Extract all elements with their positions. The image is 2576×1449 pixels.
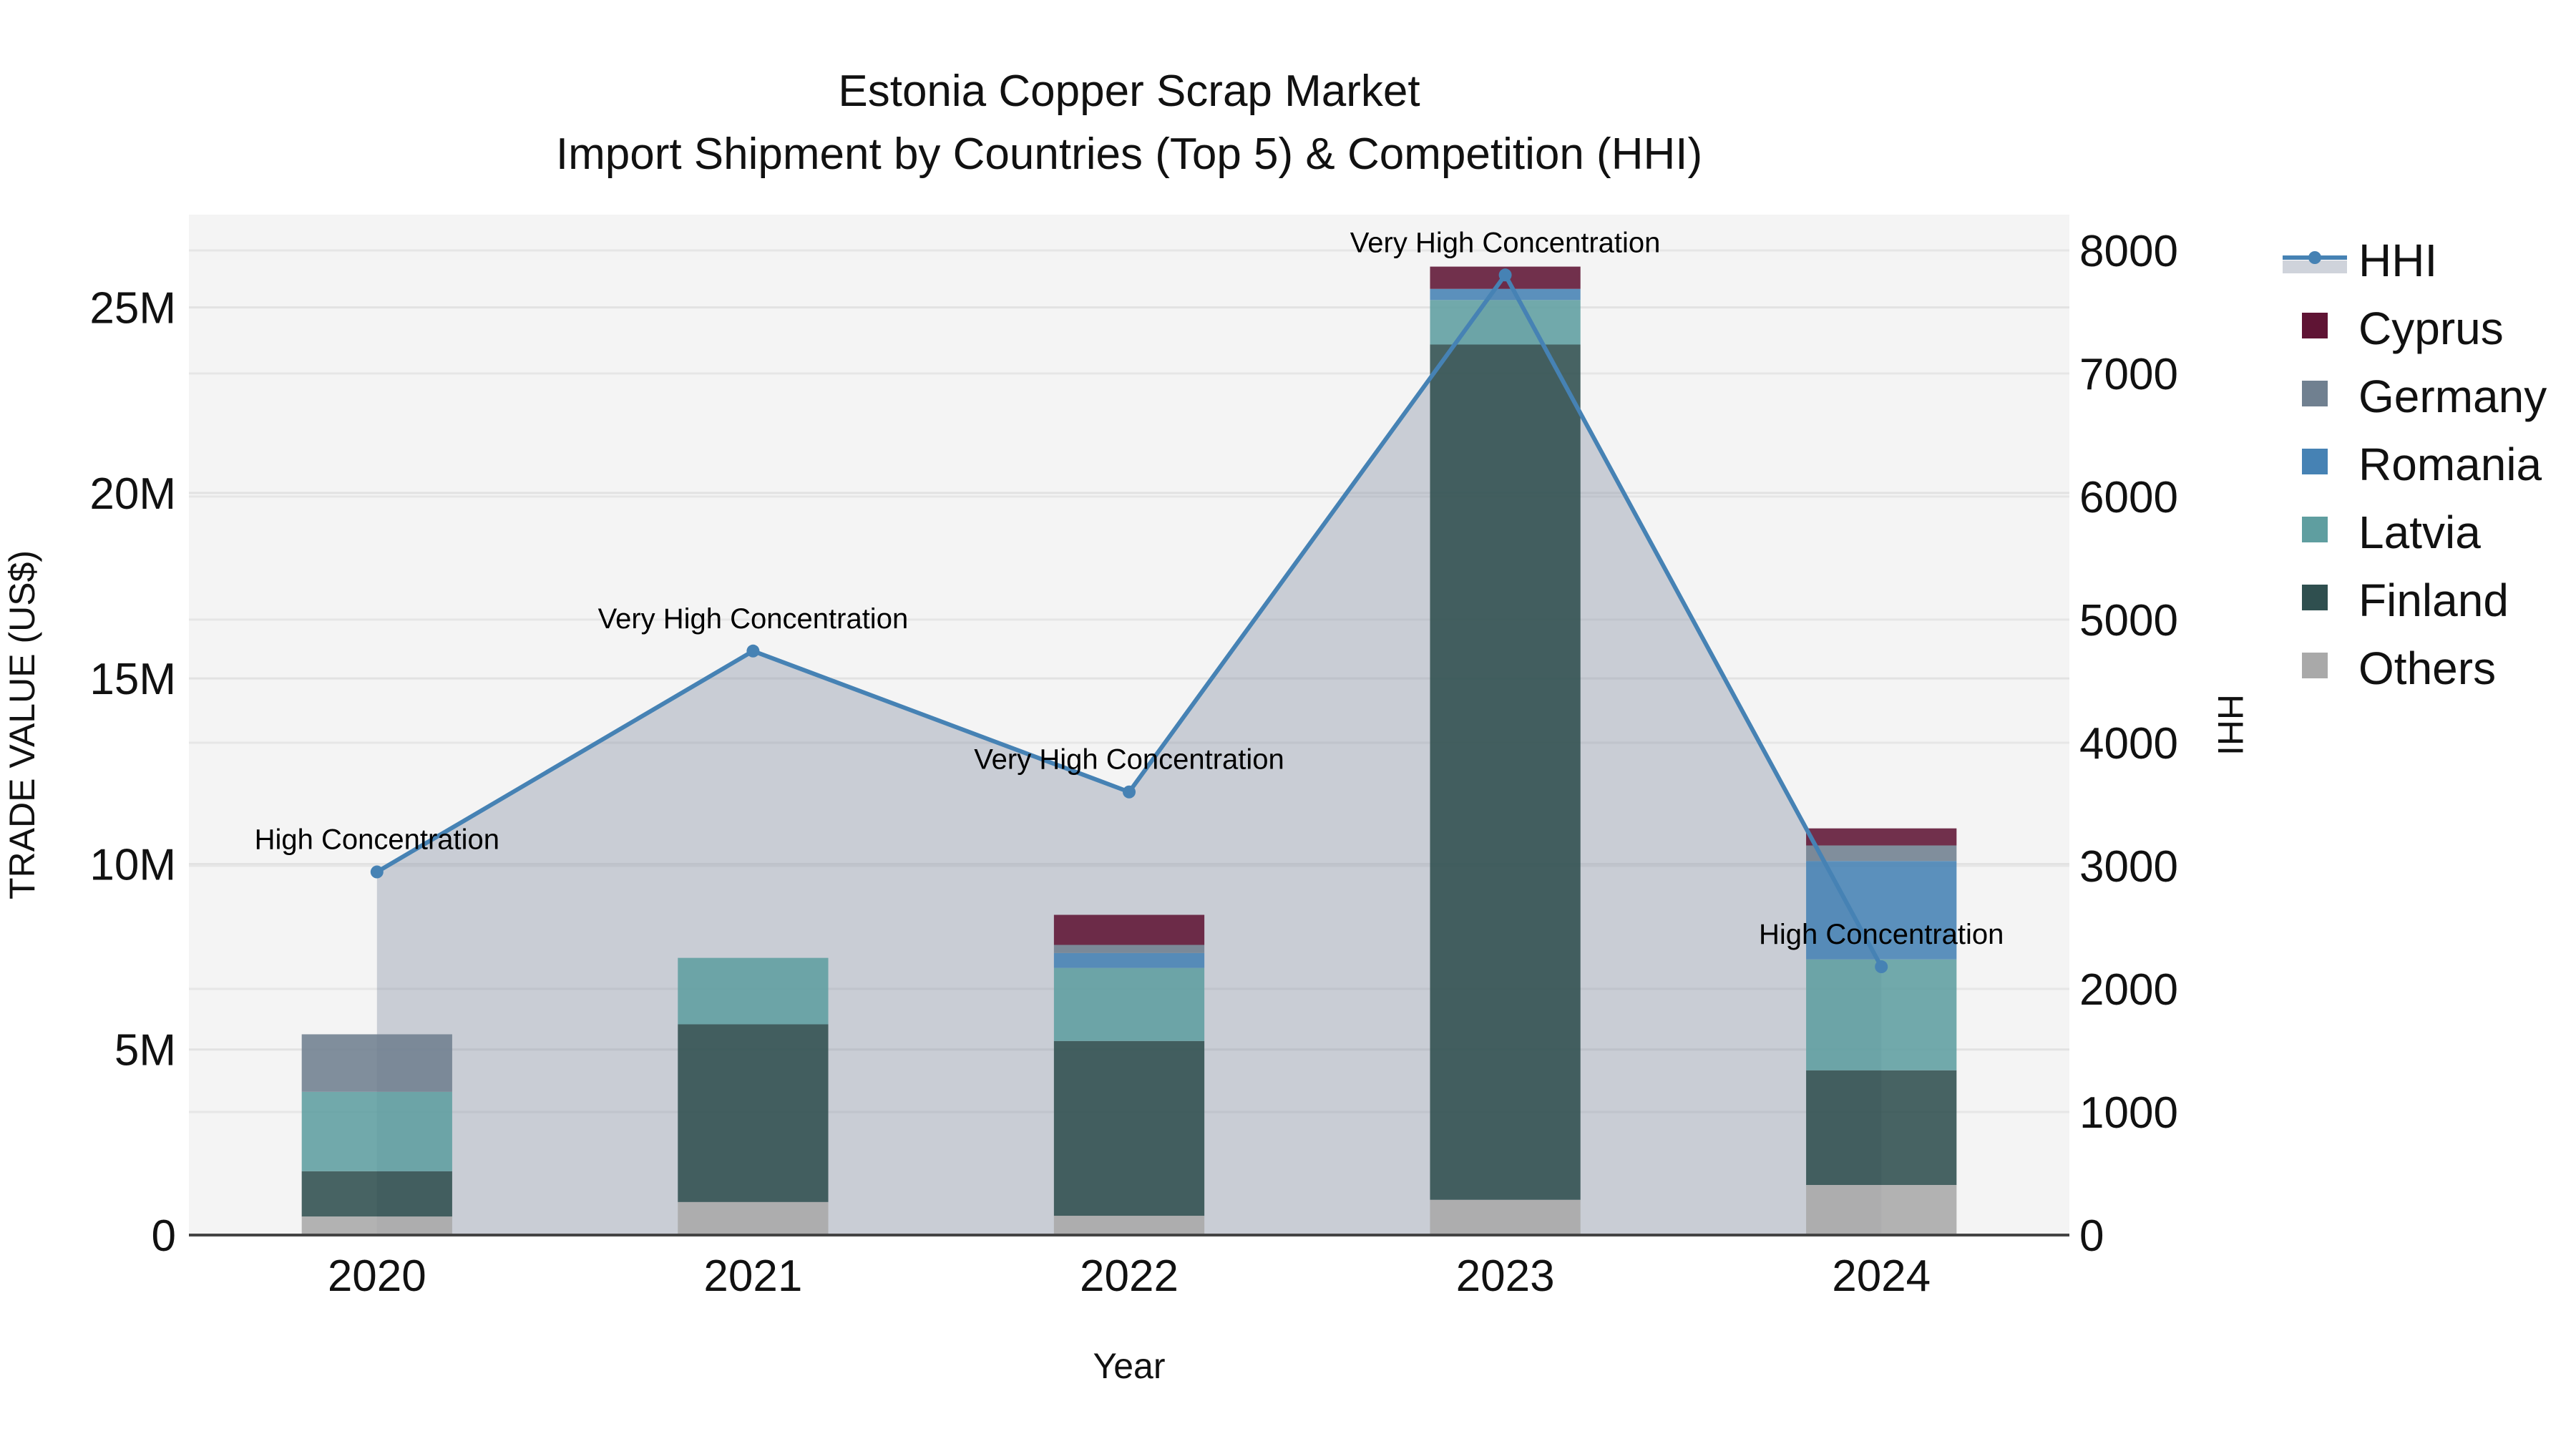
bar-segment-others-2021[interactable]	[678, 1201, 829, 1235]
x-axis-title: Year	[1093, 1346, 1165, 1386]
bar-segment-romania-2022[interactable]	[1053, 952, 1205, 968]
bar-segment-finland-2021[interactable]	[678, 1024, 829, 1202]
hhi-marker[interactable]	[746, 644, 760, 658]
hhi-marker[interactable]	[1123, 785, 1136, 799]
y-left-tick-label: 10M	[89, 840, 176, 889]
bar-segment-romania-2023[interactable]	[1430, 288, 1581, 301]
legend-swatch-icon	[2302, 585, 2328, 610]
hhi-annotation: Very High Concentration	[598, 603, 909, 635]
legend-label: Germany	[2358, 371, 2547, 422]
bar-segment-germany-2024[interactable]	[1806, 845, 1957, 862]
hhi-annotation: Very High Concentration	[1350, 227, 1661, 258]
hhi-annotation: High Concentration	[1759, 919, 2004, 950]
bar-segment-finland-2023[interactable]	[1430, 344, 1581, 1200]
hhi-annotations: High Concentration Very High Concentratio…	[255, 227, 2004, 950]
y-right-tick-label: 7000	[2079, 350, 2178, 399]
bar-segment-finland-2024[interactable]	[1806, 1070, 1957, 1185]
legend-label: Finland	[2358, 575, 2509, 626]
legend-swatch-icon	[2302, 653, 2328, 678]
y-right-tick-label: 4000	[2079, 719, 2178, 769]
x-tick-label-2024: 2024	[1832, 1252, 1931, 1301]
legend-item-finland[interactable]: Finland	[2302, 575, 2509, 626]
hhi-annotation: Very High Concentration	[974, 744, 1284, 776]
left-gridlines	[189, 306, 2069, 1051]
legend-swatch-icon	[2302, 517, 2328, 542]
left-axis-ticks: 0 5M 10M 15M 20M 25M	[89, 284, 176, 1261]
bar-segment-finland-2020[interactable]	[301, 1171, 452, 1217]
bar-segment-cyprus-2022[interactable]	[1053, 914, 1205, 945]
hhi-marker[interactable]	[370, 865, 384, 879]
legend-hhi-fill-icon	[2283, 260, 2347, 273]
legend: HHI Cyprus Germany Romania Latvia Finland Othe…	[2283, 235, 2547, 694]
y-left-tick-label: 5M	[114, 1026, 176, 1075]
legend-item-hhi[interactable]: HHI	[2283, 235, 2437, 286]
x-tick-label-2021: 2021	[703, 1252, 802, 1301]
y-left-tick-label: 15M	[89, 655, 176, 704]
bar-segment-latvia-2021[interactable]	[678, 957, 829, 1025]
y-right-tick-label: 1000	[2079, 1088, 2178, 1138]
x-axis-ticks: 2020 2021 2022 2023 2024	[328, 1252, 1931, 1301]
bar-segment-finland-2022[interactable]	[1053, 1040, 1205, 1216]
legend-swatch-icon	[2302, 313, 2328, 338]
legend-swatch-icon	[2302, 381, 2328, 406]
bar-segment-latvia-2023[interactable]	[1430, 300, 1581, 345]
y-left-tick-label: 25M	[89, 284, 176, 333]
bar-segment-others-2020[interactable]	[301, 1216, 452, 1235]
legend-item-germany[interactable]: Germany	[2302, 371, 2547, 422]
legend-item-romania[interactable]: Romania	[2302, 439, 2542, 490]
bar-segment-latvia-2022[interactable]	[1053, 967, 1205, 1041]
legend-item-cyprus[interactable]: Cyprus	[2302, 303, 2504, 354]
y-left-tick-label: 20M	[89, 469, 176, 519]
legend-label: Cyprus	[2358, 303, 2504, 354]
y-right-tick-label: 8000	[2079, 227, 2178, 276]
bar-segment-others-2023[interactable]	[1430, 1199, 1581, 1235]
bar-segment-others-2024[interactable]	[1806, 1184, 1957, 1235]
y-right-axis-title: HHI	[2210, 694, 2250, 756]
legend-marker-icon	[2308, 251, 2321, 264]
legend-label: HHI	[2358, 235, 2437, 286]
hhi-marker[interactable]	[1875, 960, 1888, 974]
y-right-tick-label: 5000	[2079, 596, 2178, 645]
y-left-tick-label: 0	[152, 1211, 176, 1261]
hhi-markers	[370, 268, 1888, 974]
chart-subtitle: Import Shipment by Countries (Top 5) & C…	[556, 130, 1702, 179]
bar-segment-latvia-2020[interactable]	[301, 1091, 452, 1171]
y-right-tick-label: 2000	[2079, 965, 2178, 1015]
bar-segment-latvia-2024[interactable]	[1806, 959, 1957, 1070]
legend-item-latvia[interactable]: Latvia	[2302, 507, 2481, 558]
bar-segment-others-2022[interactable]	[1053, 1216, 1205, 1235]
y-right-tick-label: 6000	[2079, 473, 2178, 522]
bar-segment-cyprus-2024[interactable]	[1806, 828, 1957, 846]
y-right-tick-label: 3000	[2079, 842, 2178, 892]
bar-segment-germany-2022[interactable]	[1053, 945, 1205, 953]
stacked-bars	[301, 266, 1957, 1235]
y-left-axis-title: TRADE VALUE (US$)	[2, 550, 42, 899]
x-tick-label-2023: 2023	[1456, 1252, 1555, 1301]
legend-item-others[interactable]: Others	[2302, 643, 2496, 694]
hhi-marker[interactable]	[1498, 268, 1512, 282]
legend-label: Latvia	[2358, 507, 2481, 558]
x-tick-label-2020: 2020	[328, 1252, 426, 1301]
x-tick-label-2022: 2022	[1080, 1252, 1179, 1301]
legend-swatch-icon	[2302, 449, 2328, 474]
legend-label: Others	[2358, 643, 2496, 694]
right-axis-ticks: 0 1000 2000 3000 4000 5000 6000 7000 8000	[2079, 227, 2178, 1261]
hhi-annotation: High Concentration	[255, 824, 499, 856]
y-right-tick-label: 0	[2079, 1211, 2104, 1261]
legend-label: Romania	[2358, 439, 2542, 490]
chart-title: Estonia Copper Scrap Market	[838, 67, 1420, 116]
bar-segment-germany-2020[interactable]	[301, 1034, 452, 1092]
